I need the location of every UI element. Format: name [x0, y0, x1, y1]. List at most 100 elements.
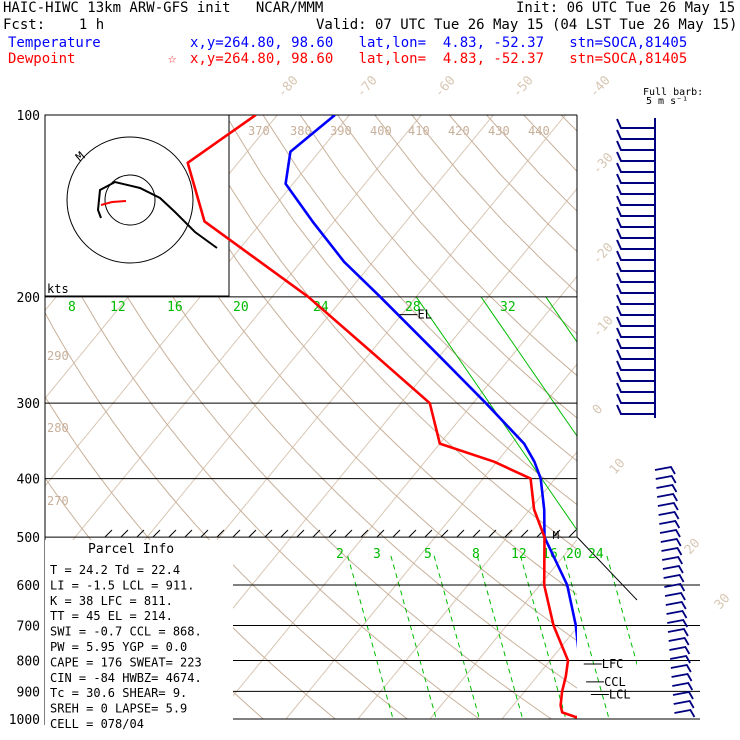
mixing-ratio-label: 5 — [424, 547, 432, 562]
wind-barbs: Full barb:5 m s⁻¹ — [616, 87, 703, 718]
dry-adiabat-label: 420 — [448, 124, 470, 138]
wind-barb — [668, 636, 690, 646]
parcel-info-row: LI = -1.5 LCL = 911. — [50, 578, 195, 592]
wind-barb — [616, 393, 655, 404]
isotherm-label: -50 — [510, 73, 537, 100]
isotherm-line — [45, 115, 350, 487]
wind-barb — [616, 382, 655, 393]
wind-barb — [616, 371, 655, 382]
temperature-location: x,y=264.80, 98.60 lat,lon= 4.83, -52.37 … — [190, 35, 688, 51]
wind-barb — [616, 305, 655, 316]
hatch-mark — [376, 529, 385, 538]
moist-adiabat-curve — [650, 556, 695, 718]
wind-barb — [658, 510, 680, 520]
barb-legend-line1: Full barb: — [643, 87, 703, 98]
wind-barb — [654, 465, 676, 475]
hatch-mark — [568, 529, 577, 538]
isotherm-line — [429, 538, 577, 720]
model-title: HAIC-HIWC 13km ARW-GFS init NCAR/MMM — [3, 0, 324, 16]
wind-barb — [659, 519, 681, 529]
marker-label: EL — [417, 308, 431, 322]
mixing-ratio-label: 16 — [167, 300, 183, 315]
hatch-mark — [264, 529, 273, 538]
hatch-mark — [360, 529, 369, 538]
mixing-ratio-label: 3 — [373, 547, 381, 562]
mixing-ratio-label: 8 — [472, 547, 480, 562]
hatch-mark — [440, 529, 449, 538]
wind-barb — [616, 206, 655, 217]
mixing-ratio-label: 12 — [511, 547, 527, 562]
wind-barb — [616, 349, 655, 360]
dry-adiabat-line — [45, 127, 552, 720]
moist-adiabat-curve — [737, 556, 740, 718]
isotherm-label: -80 — [275, 73, 302, 100]
pressure-label: 800 — [17, 654, 40, 669]
mixing-ratio-label: 12 — [110, 300, 126, 315]
dry-adiabat-line — [262, 115, 577, 462]
init-time: Init: 06 UTC Tue 26 May 15 — [516, 0, 736, 16]
parcel-info-row: PW = 5.95 YGP = 0.0 — [50, 640, 187, 654]
hatch-mark — [456, 529, 465, 538]
isotherm-line — [285, 363, 577, 720]
dewpoint-profile — [186, 115, 577, 719]
hatch-mark — [248, 529, 257, 538]
isotherm-label: 0 — [590, 402, 606, 418]
hodograph-ring — [66, 136, 194, 264]
moist-adiabat-curve — [693, 556, 738, 718]
parcel-info-panel: Parcel Info T = 24.2 Td = 22.4LI = -1.5 L… — [45, 540, 233, 731]
dry-adiabat-line — [337, 115, 577, 377]
marker-label: M — [553, 529, 560, 542]
hatch-mark — [216, 529, 225, 538]
wind-barb — [616, 173, 655, 184]
hatch-mark — [200, 529, 209, 538]
dewpoint-location: x,y=264.80, 98.60 lat,lon= 4.83, -52.37 … — [190, 51, 688, 67]
moist-adiabat-curve — [347, 555, 394, 719]
dewpoint-label: Dewpoint — [8, 51, 76, 67]
wind-barb — [616, 217, 655, 228]
mixing-ratio-curve — [545, 296, 577, 343]
dry-adiabat-label: 430 — [488, 124, 510, 138]
dry-adiabat-line — [299, 115, 577, 419]
hatch-mark — [488, 529, 497, 538]
parcel-info-row: CIN = -84 HWBZ= 4674. — [50, 671, 202, 685]
hatch-mark — [296, 529, 305, 538]
wind-barb — [616, 239, 655, 250]
hatch-mark — [520, 529, 529, 538]
hatch-mark — [120, 529, 129, 538]
pressure-label: 700 — [17, 619, 40, 634]
dry-adiabat-line — [150, 115, 577, 596]
dry-adiabat-label: 270 — [47, 494, 69, 508]
pressure-label: 500 — [17, 531, 40, 546]
dry-adiabat-line — [225, 115, 577, 506]
pressure-label: 1000 — [9, 713, 40, 728]
pressure-label: 300 — [17, 397, 40, 412]
forecast-hour: Fcst: 1 h — [3, 17, 105, 33]
dry-adiabat-line — [113, 115, 577, 642]
wind-barb — [616, 316, 655, 327]
wind-barb — [671, 672, 693, 682]
hodograph-frame — [44, 114, 230, 297]
wind-barb — [672, 681, 694, 691]
wind-barb — [673, 699, 695, 709]
isotherm-line — [646, 115, 740, 719]
marker-label: CCL — [604, 675, 626, 689]
parcel-info-row: TT = 45 EL = 214. — [50, 609, 173, 623]
wind-barb — [664, 591, 686, 601]
hatch-mark — [552, 529, 561, 538]
hatch-mark — [152, 529, 161, 538]
temperature-label: Temperature — [8, 35, 101, 51]
wind-barb — [663, 573, 685, 583]
wind-barb — [667, 618, 689, 628]
wind-barb — [616, 294, 655, 305]
mixing-ratio-label: 24 — [588, 547, 604, 562]
hatch-mark — [104, 529, 113, 538]
temperature-profile — [284, 115, 577, 650]
wind-barb — [616, 283, 655, 294]
wind-barb — [616, 228, 655, 239]
hatch-mark — [504, 529, 513, 538]
pressure-label: 900 — [17, 685, 40, 700]
hatch-mark — [472, 529, 481, 538]
parcel-info-row: SWI = -0.7 CCL = 868. — [50, 625, 202, 639]
